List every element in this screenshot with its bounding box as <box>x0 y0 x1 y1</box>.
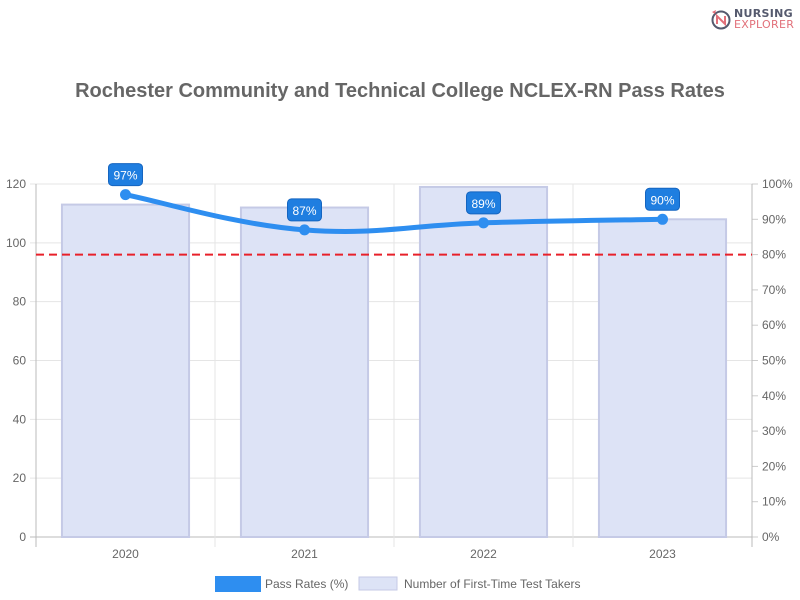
pass-rate-line <box>123 192 665 235</box>
nursing-explorer-logo: NURSING EXPLORER <box>710 8 794 30</box>
data-label: 89% <box>471 197 495 211</box>
right-tick-label: 10% <box>762 495 786 509</box>
right-tick-label: 80% <box>762 248 786 262</box>
left-tick-label: 0 <box>19 530 26 544</box>
x-tick-label: 2021 <box>291 547 318 561</box>
logo-mark-icon <box>711 10 731 30</box>
bar-2022 <box>418 185 549 538</box>
pass-rate-point <box>657 213 668 225</box>
left-tick-label: 80 <box>13 295 27 309</box>
pass-rate-point <box>299 224 310 236</box>
data-label: 97% <box>113 169 137 183</box>
right-tick-label: 70% <box>762 283 786 297</box>
data-label-box <box>645 187 680 211</box>
logo-line2: EXPLORER <box>734 18 795 31</box>
legend: Pass Rates (%) Number of First-Time Test … <box>215 576 580 592</box>
right-tick-label: 50% <box>762 354 786 368</box>
data-label-box <box>287 198 322 222</box>
left-tick-label: 100 <box>6 236 26 250</box>
logo-line1: NURSING <box>734 7 793 20</box>
right-tick-label: 90% <box>762 212 786 226</box>
x-tick-label: 2022 <box>470 547 497 561</box>
data-label: 90% <box>650 193 674 207</box>
right-tick-label: 40% <box>762 389 786 403</box>
right-tick-label: 20% <box>762 459 786 473</box>
bar-2023 <box>597 218 728 539</box>
legend-label-test-takers: Number of First-Time Test Takers <box>404 577 580 591</box>
left-tick-label: 60 <box>13 354 27 368</box>
right-tick-label: 100% <box>762 177 793 191</box>
legend-swatch-test-takers <box>358 576 398 591</box>
x-tick-label: 2020 <box>112 547 139 561</box>
right-tick-label: 0% <box>762 530 780 544</box>
right-tick-label: 30% <box>762 424 786 438</box>
data-label: 87% <box>292 204 316 218</box>
data-label-box <box>108 163 143 187</box>
legend-swatch-pass-rates <box>215 576 261 592</box>
left-tick-label: 40 <box>13 412 27 426</box>
legend-label-pass-rates: Pass Rates (%) <box>265 577 348 591</box>
left-tick-label: 20 <box>13 471 27 485</box>
bar-2021 <box>239 206 370 539</box>
bar-2020 <box>60 203 191 538</box>
right-tick-label: 60% <box>762 318 786 332</box>
pass-rate-point <box>478 217 489 229</box>
pass-rate-point <box>120 189 131 201</box>
left-tick-label: 120 <box>6 177 26 191</box>
data-label-box <box>466 191 501 215</box>
x-tick-label: 2023 <box>649 547 676 561</box>
chart-title: Rochester Community and Technical Colleg… <box>75 80 725 102</box>
